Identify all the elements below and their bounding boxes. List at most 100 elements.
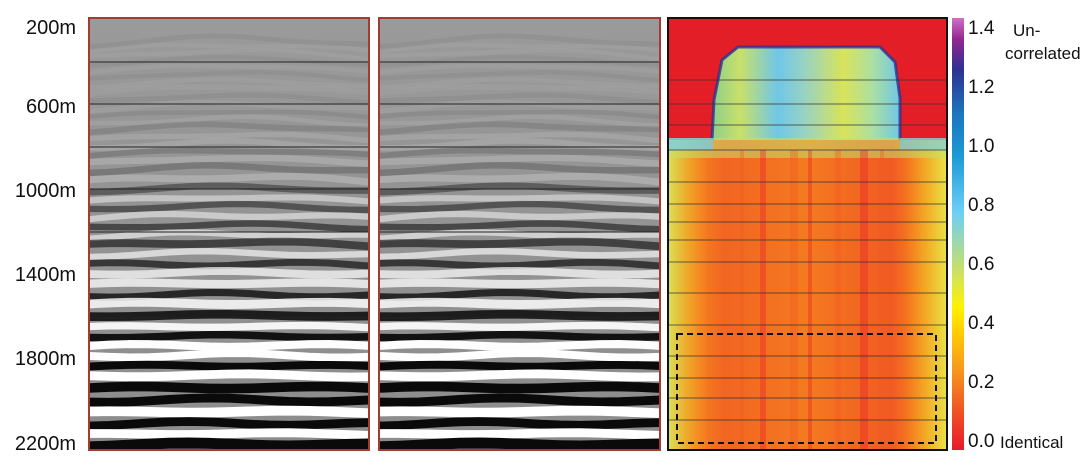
- seismic-reflector: [379, 349, 660, 362]
- seismic-reflector: [89, 417, 369, 431]
- seismic-reflector: [379, 172, 660, 186]
- seismic-reflector: [379, 437, 660, 450]
- colorbar-tick-label: 1.2: [968, 77, 994, 98]
- seismic-reflector: [89, 360, 369, 371]
- seismic-reflector: [89, 258, 369, 270]
- seismic-image-1: [89, 18, 369, 450]
- seismic-reflector: [379, 200, 660, 214]
- seismic-reflector: [379, 131, 660, 144]
- seismic-reflector: [89, 194, 369, 205]
- colorbar-tick-label: 0.6: [968, 254, 994, 275]
- depth-tick-1800: 1800m: [15, 348, 76, 370]
- colorbar-tick-label: 0.0: [968, 431, 994, 452]
- map-streak: [860, 150, 868, 450]
- seismic-reflector: [89, 200, 369, 214]
- seismic-reflector: [89, 63, 369, 75]
- seismic-reflector: [89, 349, 369, 362]
- seismic-panel-1: [88, 17, 370, 451]
- highlight-box: [676, 333, 937, 444]
- seismic-reflector: [379, 321, 660, 332]
- seismic-reflector: [89, 369, 369, 382]
- seismic-reflector: [379, 381, 660, 394]
- seismic-reflector: [379, 417, 660, 431]
- colorbar-bottom-label: Identical: [1000, 433, 1063, 452]
- seismic-reflector: [89, 83, 369, 97]
- seismic-reflector: [89, 229, 369, 242]
- seismic-reflector: [89, 210, 369, 223]
- seismic-reflector: [379, 210, 660, 223]
- seismic-reflector: [89, 309, 369, 322]
- seismic-reflector: [379, 99, 660, 114]
- seismic-reflector: [89, 147, 369, 159]
- seismic-reflector: [89, 99, 369, 114]
- map-streak: [760, 150, 766, 450]
- seismic-reflector: [89, 92, 369, 106]
- seismic-reflector: [379, 360, 660, 371]
- colorbar-tick-label: 1.4: [968, 18, 995, 39]
- panel-3-border: [667, 17, 948, 451]
- seismic-reflector: [379, 258, 660, 270]
- colorbar-tick-label: 0.8: [968, 195, 994, 216]
- seismic-reflector: [379, 154, 660, 167]
- seismic-reflector: [89, 405, 369, 419]
- seismic-reflector: [379, 393, 660, 407]
- seismic-reflector: [89, 121, 369, 136]
- seismic-reflector: [89, 33, 369, 50]
- seismic-reflector: [379, 76, 660, 90]
- seismic-reflector: [89, 182, 369, 196]
- colorbar-top-label-line2: correlated: [1005, 44, 1081, 63]
- seismic-reflector: [379, 237, 660, 251]
- seismic-reflector: [89, 266, 369, 279]
- seismic-image-2: [379, 18, 660, 450]
- seismic-reflector: [379, 194, 660, 205]
- seismic-reflector: [89, 42, 369, 55]
- depth-tick-1000: 1000m: [15, 180, 76, 202]
- seismic-reflector: [379, 288, 660, 301]
- colorbar: 0.00.20.40.60.81.01.21.4 Un- correlated …: [952, 18, 1081, 452]
- seismic-reflector: [379, 48, 660, 62]
- seismic-reflector: [89, 114, 369, 128]
- seismic-reflector: [379, 109, 660, 120]
- seismic-reflector: [379, 63, 660, 75]
- seismic-reflector: [379, 229, 660, 242]
- seismic-reflector: [379, 121, 660, 136]
- seismic-reflector: [89, 237, 369, 251]
- seismic-reflector: [89, 278, 369, 289]
- difference-map-image: [668, 18, 947, 450]
- difference-map-panel: [667, 17, 948, 451]
- colorbar-top-label-line1: Un-: [1013, 21, 1040, 40]
- seismic-reflector: [379, 42, 660, 55]
- seismic-reflector: [379, 340, 660, 351]
- seismic-reflector: [379, 114, 660, 128]
- seismic-reflector: [89, 321, 369, 332]
- colorbar-tick-label: 1.0: [968, 136, 994, 157]
- seismic-reflector: [379, 247, 660, 261]
- map-streak: [740, 150, 744, 450]
- seismic-reflector: [89, 340, 369, 351]
- seismic-reflector: [379, 147, 660, 159]
- seismic-reflector: [379, 428, 660, 440]
- seismic-reflector: [89, 220, 369, 233]
- seismic-reflector: [379, 369, 660, 382]
- seismic-reflector: [89, 131, 369, 144]
- seismic-reflector: [379, 182, 660, 196]
- seismic-reflector: [379, 83, 660, 97]
- depth-tick-600: 600m: [26, 96, 76, 118]
- seismic-reflector: [89, 247, 369, 261]
- seismic-reflector: [89, 331, 369, 342]
- depth-tick-1400: 1400m: [15, 264, 76, 286]
- seismic-reflector: [379, 266, 660, 279]
- depth-tick-200: 200m: [26, 17, 76, 39]
- seismic-reflector: [89, 297, 369, 309]
- map-streak: [790, 150, 798, 450]
- map-streak: [880, 150, 884, 450]
- colorbar-tick-label: 0.2: [968, 372, 994, 393]
- seismic-reflector: [89, 161, 369, 177]
- seismic-reflector: [89, 428, 369, 440]
- seismic-reflector: [379, 278, 660, 289]
- seismic-reflector: [379, 70, 660, 83]
- seismic-reflector: [379, 297, 660, 309]
- map-streak: [808, 150, 812, 450]
- panel-1-border: [88, 17, 370, 451]
